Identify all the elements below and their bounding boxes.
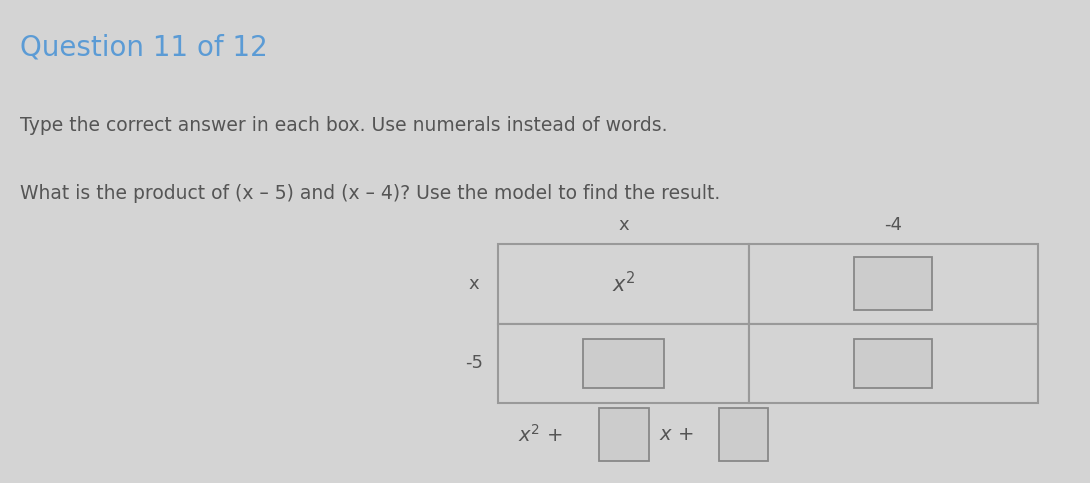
Text: Question 11 of 12: Question 11 of 12 — [20, 34, 267, 62]
Text: -5: -5 — [465, 355, 483, 372]
Text: $x^2$ +: $x^2$ + — [518, 424, 562, 446]
Text: x: x — [469, 275, 480, 293]
Bar — [749, 244, 1038, 324]
Text: -4: -4 — [884, 215, 903, 234]
Bar — [855, 339, 933, 387]
Bar — [583, 339, 665, 387]
Bar — [749, 324, 1038, 403]
Text: $x$ +: $x$ + — [659, 425, 694, 444]
Bar — [600, 408, 649, 461]
Text: $x^2$: $x^2$ — [611, 271, 635, 297]
Text: Type the correct answer in each box. Use numerals instead of words.: Type the correct answer in each box. Use… — [20, 116, 667, 135]
Bar — [498, 324, 749, 403]
Bar — [498, 244, 749, 324]
Text: What is the product of (x – 5) and (x – 4)? Use the model to find the result.: What is the product of (x – 5) and (x – … — [20, 184, 719, 202]
Bar — [855, 257, 933, 311]
Bar — [719, 408, 768, 461]
Text: x: x — [618, 215, 629, 234]
